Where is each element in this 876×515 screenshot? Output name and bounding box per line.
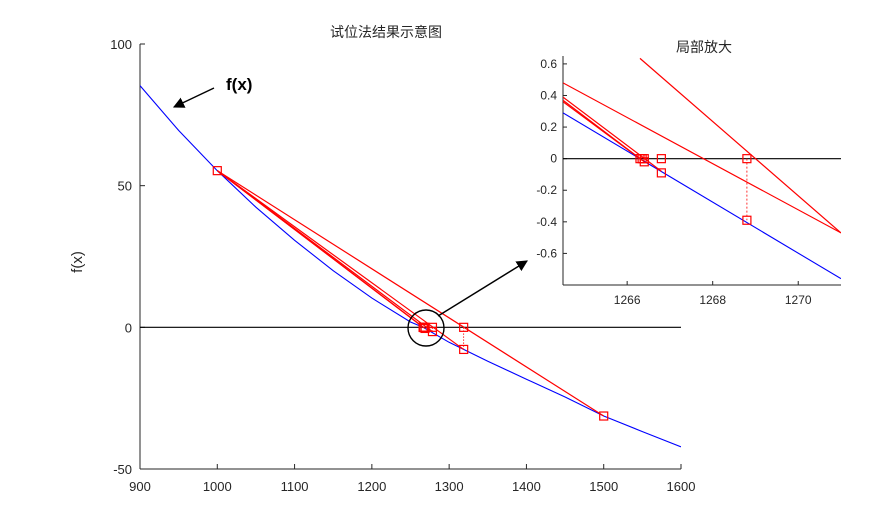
inset-y-tick-label: -0.4 (536, 215, 557, 229)
fx-annotation-arrow (172, 87, 215, 108)
y-tick-label: 0 (125, 320, 132, 335)
inset-iteration-chord (563, 82, 841, 234)
fx-annotation: f(x) (226, 75, 252, 94)
iteration-marker (418, 322, 428, 332)
inset-y-tick-label: 0.6 (540, 57, 557, 71)
inset-markers (635, 154, 752, 225)
main-plot-area (140, 85, 681, 448)
inset-x-tick-label: 1266 (614, 293, 641, 307)
inset-plot-area (563, 57, 841, 280)
main-markers (212, 166, 609, 421)
inset-x-tick-label: 1268 (699, 293, 726, 307)
inset-chart-title: 局部放大 (676, 40, 732, 56)
iteration-marker (459, 322, 469, 332)
zoom-arrow (437, 260, 528, 317)
inset-iteration-chord (563, 96, 662, 172)
y-tick-label: 50 (118, 179, 132, 194)
inset-y-tick-label: 0.2 (540, 120, 557, 134)
inset-y-tick-label: -0.2 (536, 183, 557, 197)
inset-axes: 1266 1268 1270 0.6 0.4 0.2 0 -0.2 -0.4 -0.6 (536, 56, 841, 307)
x-tick-label: 1500 (589, 479, 618, 494)
x-tick-label: 900 (129, 479, 151, 494)
iteration-marker (459, 344, 469, 355)
inset-iteration-chord (563, 101, 643, 161)
iteration-chord (216, 170, 465, 350)
inset-y-tick-label: 0 (550, 152, 557, 166)
x-tick-label: 1400 (512, 479, 541, 494)
x-tick-label: 1600 (667, 479, 696, 494)
iteration-marker (212, 166, 222, 176)
inset-iteration-chord (639, 57, 841, 234)
main-axes: 900 1000 1100 1200 1300 1400 1500 1600 -50 0 50 100 (110, 37, 695, 494)
y-tick-label: -50 (113, 462, 132, 477)
inset-iteration-marker (742, 154, 752, 164)
inset-iteration-marker (637, 154, 647, 164)
inset-y-tick-label: 0.4 (540, 88, 557, 102)
iteration-chord (216, 170, 605, 417)
fx-curve (140, 85, 681, 448)
iteration-chord (216, 170, 424, 329)
iteration-marker (599, 411, 609, 421)
x-tick-label: 1300 (435, 479, 464, 494)
inset-background (563, 56, 841, 285)
y-tick-label: 100 (110, 37, 132, 52)
x-tick-label: 1000 (203, 479, 232, 494)
x-tick-label: 1100 (281, 479, 309, 494)
x-tick-label: 1200 (357, 479, 386, 494)
zoom-circle (407, 309, 445, 347)
main-chart-title: 试位法结果示意图 (330, 24, 442, 41)
y-axis-label: f(x) (69, 251, 86, 273)
inset-iteration-marker (742, 215, 752, 225)
inset-x-tick-label: 1270 (785, 293, 812, 307)
inset-iteration-marker (656, 154, 666, 164)
inset-fx-curve (563, 112, 841, 280)
inset-y-tick-label: -0.6 (536, 246, 557, 260)
inset-iteration-marker (656, 168, 666, 178)
